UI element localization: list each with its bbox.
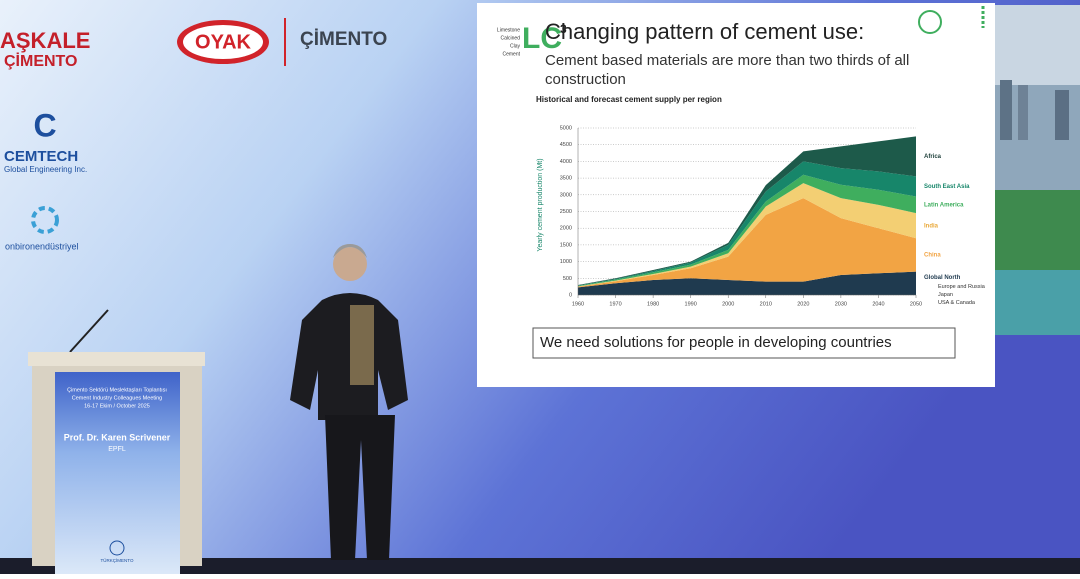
legend-label: South East Asia	[924, 184, 970, 190]
x-tick-label: 2040	[872, 301, 884, 307]
x-tick-label: 1980	[647, 301, 659, 307]
area	[578, 161, 916, 286]
x-tick-label: 2050	[910, 301, 922, 307]
photo-roofs	[995, 270, 1080, 335]
photo-building	[1018, 85, 1028, 140]
area	[578, 183, 916, 287]
y-tick-label: 1000	[560, 259, 572, 265]
logo-cemtech: CEMTECH	[4, 148, 78, 165]
slide-subtitle: Cement based materials are more than two…	[545, 52, 909, 69]
microphone	[69, 309, 109, 353]
blouse	[350, 305, 374, 385]
x-tick-label: 2030	[835, 301, 847, 307]
y-tick-label: 3500	[560, 176, 572, 182]
y-tick-label: 4000	[560, 159, 572, 165]
lc3-logo: LC	[522, 22, 562, 55]
chart: 0 500 1000 1500 2000 2500 3000 3500 4000 4500 5000…	[560, 125, 986, 307]
cemtech-mark: C	[33, 107, 56, 143]
slide-title: Changing pattern of cement use:	[545, 19, 864, 44]
photo-sky	[995, 5, 1080, 85]
stage-floor	[0, 558, 1080, 574]
area	[578, 271, 916, 295]
head	[333, 247, 367, 281]
y-tick-label: 500	[563, 276, 572, 282]
logo-onbiron: onbironendüstriyel	[5, 241, 79, 251]
y-tick-label: 3000	[560, 192, 572, 198]
lc3-word: Cement	[502, 51, 520, 57]
x-tick-label: 1960	[572, 301, 584, 307]
hair	[333, 244, 367, 258]
y-tick-label: 4500	[560, 142, 572, 148]
message-box	[532, 327, 956, 359]
podium-top	[28, 352, 205, 366]
y-tick-label: 2500	[560, 209, 572, 215]
lc3-sup: 3	[560, 22, 567, 36]
onbiron-mark	[31, 206, 59, 234]
speaker-name: Prof. Dr. Karen Scrivener	[64, 432, 171, 442]
logo-askale-sub: ÇİMENTO	[4, 52, 77, 70]
x-tick-label: 2020	[797, 301, 809, 307]
trousers	[325, 415, 395, 560]
photo-building	[1000, 80, 1012, 140]
photo-building	[1055, 90, 1069, 140]
x-tick-label: 2000	[722, 301, 734, 307]
legend-sub: Europe and Russia	[938, 284, 986, 290]
chart-title: Historical and forecast cement supply pe…	[536, 95, 722, 104]
logo-cemtech-sub: Global Engineering Inc.	[4, 165, 87, 174]
legend-label: Latin America	[924, 202, 964, 208]
download-icon	[918, 10, 942, 34]
event-en: Cement Industry Colleagues Meeting	[72, 395, 163, 401]
logo-oyak: OYAK	[195, 31, 252, 53]
lc3-word: Clay	[510, 43, 521, 49]
lc3-word: Limestone	[497, 27, 520, 33]
slide-message: We need solutions for people in developi…	[540, 334, 892, 351]
oyak-inner	[183, 25, 263, 59]
logo-oyak-sub: ÇİMENTO	[300, 29, 387, 50]
y-tick-label: 2000	[560, 226, 572, 232]
organizer: TÜRKÇİMENTO	[101, 557, 134, 563]
y-axis-label: Yearly cement production (Mt)	[537, 158, 544, 251]
y-tick-label: 5000	[560, 125, 572, 131]
logo-askale: AŞKALE	[0, 28, 90, 53]
lc3-words: Limestone Calcined Clay Cement	[497, 27, 521, 57]
legend-sub: Japan	[938, 292, 953, 298]
x-tick-label: 1990	[685, 301, 697, 307]
jacket	[290, 293, 408, 420]
slide-subtitle: construction	[545, 71, 626, 88]
x-tick-label: 1970	[609, 301, 621, 307]
speaker-affiliation: EPFL	[108, 446, 126, 453]
event-dates: 16-17 Ekim / October 2025	[84, 403, 150, 409]
legend-sub: USA & Canada	[938, 300, 976, 306]
y-tick-label: 1500	[560, 242, 572, 248]
photo-trees	[995, 190, 1080, 270]
legend-label: China	[924, 252, 941, 258]
legend-label: Global North	[924, 275, 961, 281]
speaker-person	[290, 244, 408, 560]
area	[578, 198, 916, 288]
event-tr: Çimento Sektörü Meslektaşları Toplantısı	[67, 387, 167, 393]
organizer-mark	[109, 540, 125, 556]
lc3-word: Calcined	[501, 35, 521, 41]
area	[578, 136, 916, 286]
y-tick-label: 0	[569, 292, 572, 298]
podium-panel	[55, 372, 180, 574]
x-tick-label: 2010	[760, 301, 772, 307]
legend-label: Africa	[924, 154, 942, 160]
legend-label: India	[924, 223, 939, 229]
